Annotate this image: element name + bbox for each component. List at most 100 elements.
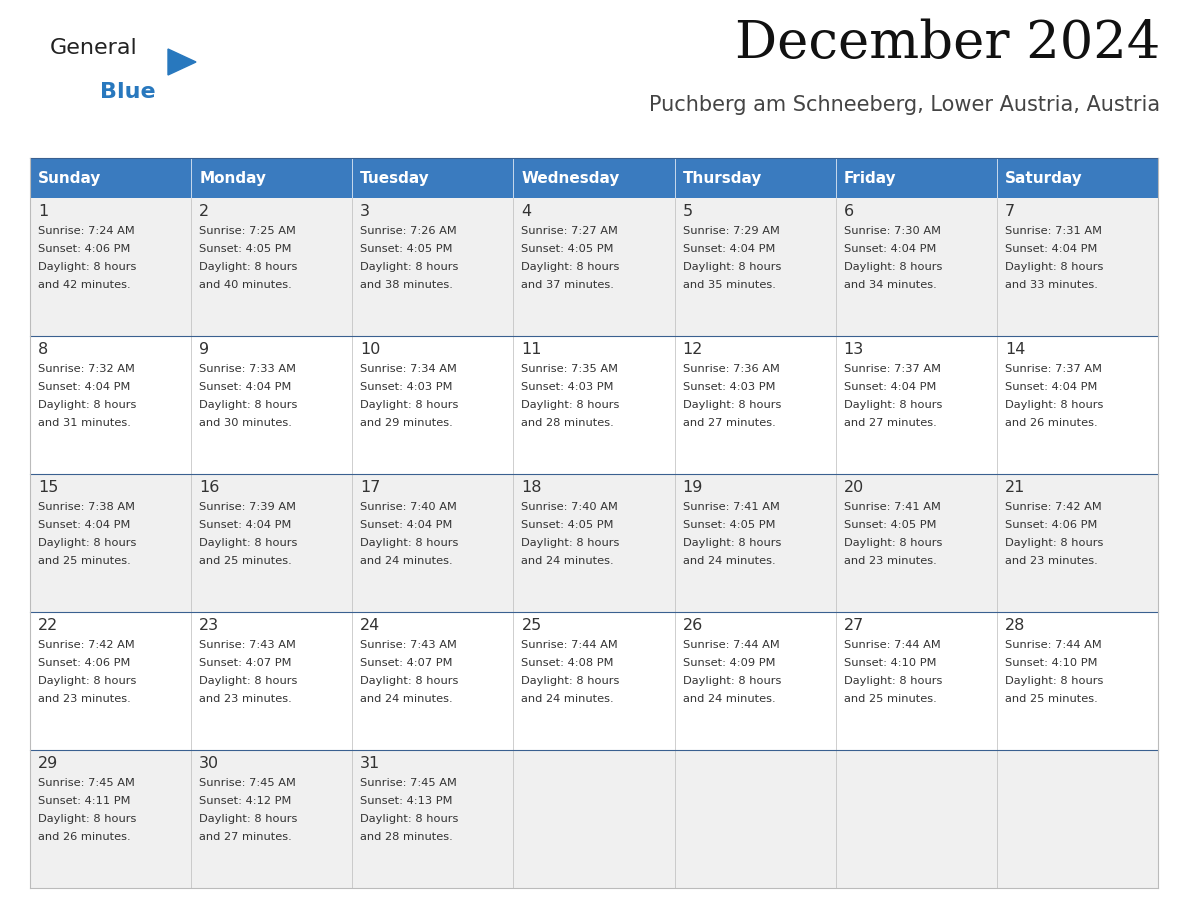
Text: 20: 20 — [843, 480, 864, 495]
FancyBboxPatch shape — [30, 474, 191, 612]
FancyBboxPatch shape — [30, 750, 191, 888]
Text: Sunrise: 7:45 AM: Sunrise: 7:45 AM — [360, 778, 457, 788]
Text: Sunset: 4:04 PM: Sunset: 4:04 PM — [1005, 244, 1098, 254]
Text: and 33 minutes.: and 33 minutes. — [1005, 280, 1098, 290]
Text: and 26 minutes.: and 26 minutes. — [38, 832, 131, 842]
Text: and 25 minutes.: and 25 minutes. — [843, 694, 936, 704]
Text: 27: 27 — [843, 618, 864, 633]
Text: and 40 minutes.: and 40 minutes. — [200, 280, 292, 290]
Text: Daylight: 8 hours: Daylight: 8 hours — [522, 262, 620, 272]
Text: and 34 minutes.: and 34 minutes. — [843, 280, 936, 290]
Text: 2: 2 — [200, 204, 209, 219]
Text: and 27 minutes.: and 27 minutes. — [200, 832, 292, 842]
FancyBboxPatch shape — [191, 750, 353, 888]
Text: Sunset: 4:06 PM: Sunset: 4:06 PM — [38, 658, 131, 668]
Text: Sunrise: 7:45 AM: Sunrise: 7:45 AM — [38, 778, 135, 788]
Text: 21: 21 — [1005, 480, 1025, 495]
Text: Sunset: 4:05 PM: Sunset: 4:05 PM — [200, 244, 291, 254]
Text: Sunrise: 7:32 AM: Sunrise: 7:32 AM — [38, 364, 135, 374]
Text: Sunrise: 7:30 AM: Sunrise: 7:30 AM — [843, 226, 941, 236]
Text: Sunrise: 7:24 AM: Sunrise: 7:24 AM — [38, 226, 134, 236]
Text: Daylight: 8 hours: Daylight: 8 hours — [38, 676, 137, 686]
FancyBboxPatch shape — [675, 336, 835, 474]
Text: 16: 16 — [200, 480, 220, 495]
Text: Friday: Friday — [843, 171, 896, 185]
FancyBboxPatch shape — [353, 750, 513, 888]
FancyBboxPatch shape — [675, 612, 835, 750]
FancyBboxPatch shape — [513, 198, 675, 336]
Text: Sunset: 4:10 PM: Sunset: 4:10 PM — [843, 658, 936, 668]
FancyBboxPatch shape — [513, 750, 675, 888]
FancyBboxPatch shape — [835, 198, 997, 336]
Text: and 24 minutes.: and 24 minutes. — [522, 556, 614, 566]
Text: 5: 5 — [683, 204, 693, 219]
Text: Sunrise: 7:34 AM: Sunrise: 7:34 AM — [360, 364, 457, 374]
Text: and 24 minutes.: and 24 minutes. — [683, 694, 776, 704]
Text: Sunset: 4:06 PM: Sunset: 4:06 PM — [38, 244, 131, 254]
Text: 11: 11 — [522, 342, 542, 357]
Text: General: General — [50, 38, 138, 58]
Text: Daylight: 8 hours: Daylight: 8 hours — [843, 400, 942, 410]
Text: Sunrise: 7:35 AM: Sunrise: 7:35 AM — [522, 364, 619, 374]
Text: Saturday: Saturday — [1005, 171, 1082, 185]
Text: Sunset: 4:04 PM: Sunset: 4:04 PM — [38, 382, 131, 392]
Text: Daylight: 8 hours: Daylight: 8 hours — [360, 262, 459, 272]
Text: Sunset: 4:04 PM: Sunset: 4:04 PM — [1005, 382, 1098, 392]
Text: Daylight: 8 hours: Daylight: 8 hours — [360, 400, 459, 410]
Text: Sunset: 4:04 PM: Sunset: 4:04 PM — [200, 520, 291, 530]
Text: Sunrise: 7:27 AM: Sunrise: 7:27 AM — [522, 226, 618, 236]
Text: Blue: Blue — [100, 82, 156, 102]
Text: Sunrise: 7:44 AM: Sunrise: 7:44 AM — [683, 640, 779, 650]
Text: Sunset: 4:04 PM: Sunset: 4:04 PM — [38, 520, 131, 530]
Text: Sunrise: 7:44 AM: Sunrise: 7:44 AM — [843, 640, 941, 650]
Text: 1: 1 — [38, 204, 49, 219]
Text: Sunrise: 7:37 AM: Sunrise: 7:37 AM — [843, 364, 941, 374]
FancyBboxPatch shape — [191, 198, 353, 336]
Text: and 28 minutes.: and 28 minutes. — [360, 832, 453, 842]
FancyBboxPatch shape — [835, 336, 997, 474]
Text: Daylight: 8 hours: Daylight: 8 hours — [360, 538, 459, 548]
Text: 14: 14 — [1005, 342, 1025, 357]
Text: and 35 minutes.: and 35 minutes. — [683, 280, 776, 290]
Text: Sunset: 4:03 PM: Sunset: 4:03 PM — [683, 382, 775, 392]
Text: Daylight: 8 hours: Daylight: 8 hours — [38, 400, 137, 410]
Text: 18: 18 — [522, 480, 542, 495]
FancyBboxPatch shape — [513, 158, 675, 198]
FancyBboxPatch shape — [191, 158, 353, 198]
Text: Sunset: 4:07 PM: Sunset: 4:07 PM — [200, 658, 291, 668]
Text: Sunset: 4:04 PM: Sunset: 4:04 PM — [843, 244, 936, 254]
FancyBboxPatch shape — [353, 158, 513, 198]
Text: Sunset: 4:05 PM: Sunset: 4:05 PM — [522, 244, 614, 254]
Text: Sunrise: 7:33 AM: Sunrise: 7:33 AM — [200, 364, 296, 374]
FancyBboxPatch shape — [513, 474, 675, 612]
Text: Daylight: 8 hours: Daylight: 8 hours — [200, 538, 297, 548]
FancyBboxPatch shape — [191, 336, 353, 474]
Text: Sunrise: 7:39 AM: Sunrise: 7:39 AM — [200, 502, 296, 512]
Text: and 27 minutes.: and 27 minutes. — [843, 418, 936, 428]
Text: Thursday: Thursday — [683, 171, 762, 185]
FancyBboxPatch shape — [513, 336, 675, 474]
FancyBboxPatch shape — [997, 158, 1158, 198]
Text: Daylight: 8 hours: Daylight: 8 hours — [360, 814, 459, 824]
Text: 12: 12 — [683, 342, 703, 357]
Text: Sunset: 4:10 PM: Sunset: 4:10 PM — [1005, 658, 1098, 668]
Text: Sunset: 4:08 PM: Sunset: 4:08 PM — [522, 658, 614, 668]
Text: and 31 minutes.: and 31 minutes. — [38, 418, 131, 428]
FancyBboxPatch shape — [30, 158, 191, 198]
Text: Wednesday: Wednesday — [522, 171, 620, 185]
Text: Daylight: 8 hours: Daylight: 8 hours — [200, 814, 297, 824]
Text: 17: 17 — [360, 480, 380, 495]
FancyBboxPatch shape — [30, 612, 191, 750]
Text: Sunrise: 7:25 AM: Sunrise: 7:25 AM — [200, 226, 296, 236]
Text: 13: 13 — [843, 342, 864, 357]
FancyBboxPatch shape — [353, 612, 513, 750]
Polygon shape — [168, 49, 196, 75]
Text: Sunrise: 7:45 AM: Sunrise: 7:45 AM — [200, 778, 296, 788]
Text: and 25 minutes.: and 25 minutes. — [38, 556, 131, 566]
Text: Monday: Monday — [200, 171, 266, 185]
Text: Sunrise: 7:37 AM: Sunrise: 7:37 AM — [1005, 364, 1101, 374]
Text: and 27 minutes.: and 27 minutes. — [683, 418, 776, 428]
Text: Daylight: 8 hours: Daylight: 8 hours — [683, 400, 781, 410]
Text: Sunset: 4:07 PM: Sunset: 4:07 PM — [360, 658, 453, 668]
FancyBboxPatch shape — [835, 750, 997, 888]
